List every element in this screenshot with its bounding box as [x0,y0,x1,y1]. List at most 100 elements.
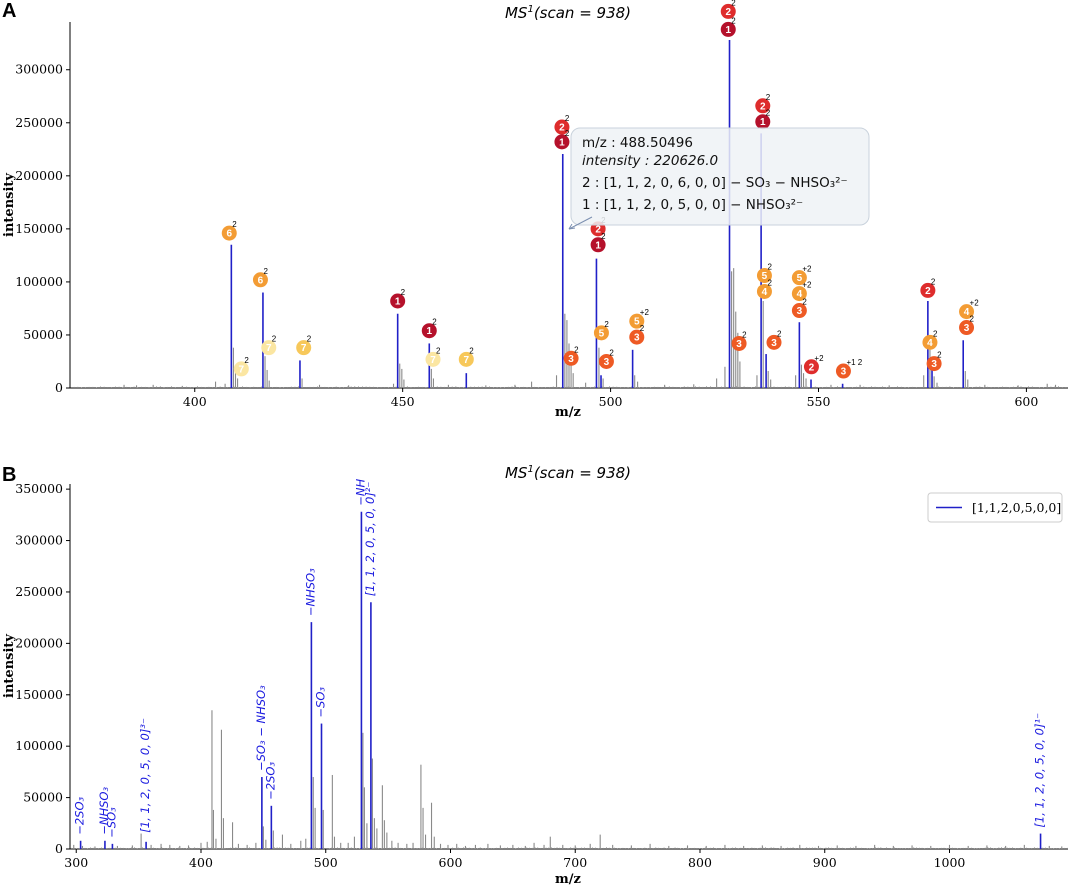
badge-label: 1 [725,25,731,36]
badge-label: 7 [266,343,272,354]
badge-circle [629,313,645,329]
badge-charge: 2 [766,109,771,118]
badge-circle [590,237,606,253]
peak-annotation: [1, 1, 2, 0, 5, 0, 0]¹⁻ [1033,713,1047,828]
legend: [1,1,2,0,5,0,0] [927,492,1063,523]
peak-annotation: −SO₃ [104,807,118,838]
x-tick-label: 600 [1014,394,1038,409]
panel-a-y-ticks: 0 50000 100000 150000 200000 250000 300000 [15,62,70,395]
panel-a-y-label: intensity [2,173,17,237]
badge-charge: 2 [767,278,772,287]
badge-charge: 2 [272,335,277,344]
x-tick-label: 450 [391,394,415,409]
badge-charge: 2 [401,288,406,297]
badge-charge: +1 2 [846,358,862,367]
badge-circle [959,304,975,320]
panel-a: A MS1(scan = 938) 0 50000 100000 150000 2000… [2,0,1068,420]
badge-circle [296,340,312,356]
badge-circle [755,98,771,114]
peak-annotation: −2SO₃ [263,762,277,800]
badge-charge: 2 [767,263,772,272]
badge-circle [756,268,772,284]
y-tick-label: 150000 [15,221,63,236]
panel-b-annotations: −2SO₃ −NHSO₃ −SO₃ [1, 1, 2, 0, 5, 0, 0]³⁻ −S… [73,479,1047,838]
badge-label: 2 [925,286,931,297]
badge-charge: 2 [232,220,237,229]
panel-b-y-label: intensity [2,634,17,698]
x-tick-label: 1000 [934,855,966,870]
panel-b-x-label: m/z [555,872,581,887]
y-tick-label: 250000 [15,584,63,599]
badge-charge: 2 [469,346,474,355]
peak-tooltip: m/z : 488.50496 intensity : 220626.0 2 :… [568,127,870,230]
peak-annotation: −2SO₃ [73,796,87,834]
badge-charge: 2 [574,345,579,354]
legend-label: [1,1,2,0,5,0,0] [972,500,1061,515]
peak-annotation: [1, 1, 2, 0, 5, 0, 0]³⁻ [138,718,152,833]
badge-charge: 2 [432,318,437,327]
peak-annotation: −SO₃ − NHSO₃ [254,685,268,771]
tooltip-annotation-1: 1 : [1, 1, 2, 0, 5, 0, 0] − NHSO₃²⁻ [582,197,803,213]
badge-label: 1 [426,326,432,337]
badge-charge: 2 [731,16,736,25]
badge-circle [554,119,570,135]
x-tick-label: 900 [813,855,837,870]
y-tick-label: 200000 [15,168,63,183]
badge-circle [791,303,807,319]
badge-circle [598,353,614,369]
badge-circle [803,359,819,375]
badge-circle [252,272,268,288]
panel-a-x-label: m/z [555,405,581,420]
badge-charge: 2 [263,267,268,276]
badge-circle [261,340,277,356]
tooltip-mz: m/z : 488.50496 [582,135,693,151]
badge-charge: 2 [640,324,645,333]
x-tick-label: 500 [314,855,338,870]
panel-b-x-ticks: 300 400 500 600 700 800 900 1000 [64,849,965,870]
badge-label: 2 [559,123,565,134]
badge-circle [756,283,772,299]
badge-circle [922,334,938,350]
badge-label: 3 [841,367,847,378]
y-tick-label: 300000 [15,62,63,77]
badge-label: 4 [964,307,970,318]
x-tick-label: 500 [599,394,623,409]
badge-circle [720,3,736,19]
badge-charge: 2 [742,330,747,339]
badge-label: 3 [736,339,742,350]
badge-charge: +2 [640,308,650,317]
badge-circle [920,282,936,298]
panel-b-letter: B [2,464,16,486]
badge-circle [563,350,579,366]
badge-label: 3 [634,333,640,344]
x-tick-label: 400 [189,855,213,870]
badge-circle [421,323,437,339]
badge-label: 1 [595,240,601,251]
tooltip-annotation-2: 2 : [1, 1, 2, 0, 6, 0, 0] − SO₃ − NHSO₃²… [582,175,848,191]
panel-a-x-ticks: 400 450 500 550 600 [183,388,1038,409]
badge-label: 1 [559,137,565,148]
badge-label: 2 [809,362,815,373]
badge-circle [791,270,807,286]
badge-charge: 2 [777,329,782,338]
badge-charge: 2 [933,329,938,338]
badge-label: 2 [760,101,766,112]
y-tick-label: 200000 [15,635,63,650]
badge-label: 3 [964,323,970,334]
badge-charge: 2 [601,232,606,241]
badge-label: 4 [927,338,933,349]
badge-label: 4 [762,287,768,298]
badge-label: 3 [771,338,777,349]
peak-annotation: −NHSO₃ [303,568,317,616]
badge-circle [554,134,570,150]
badge-circle [791,286,807,302]
badge-circle [835,363,851,379]
y-tick-label: 300000 [15,533,63,548]
badge-charge: 2 [244,356,249,365]
badge-charge: 2 [565,114,570,123]
panel-a-letter: A [2,0,16,22]
badge-label: 7 [464,355,470,366]
badge-label: 4 [797,289,803,300]
panel-b: B MS1(scan = 938) 0 50000 100000 150000 2000… [2,464,1068,887]
peak-annotation: −SO₃ [313,687,327,718]
